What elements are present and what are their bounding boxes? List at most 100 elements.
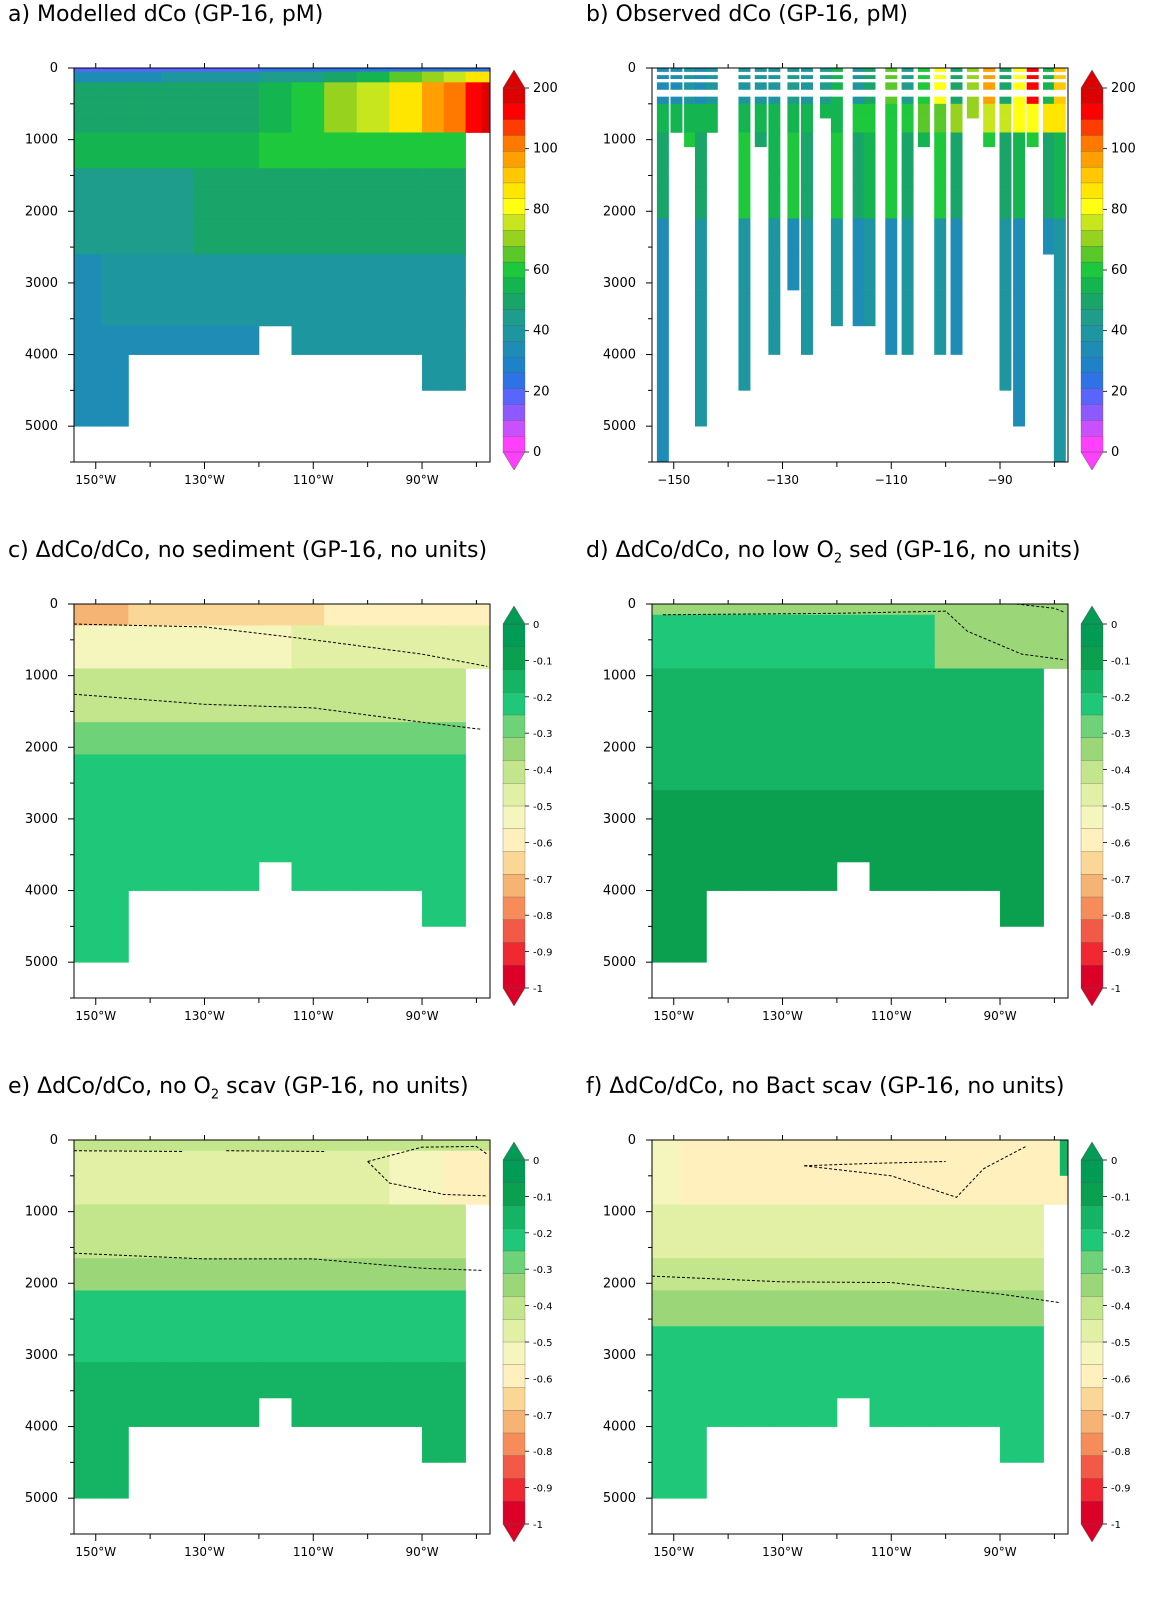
data-cell	[804, 625, 838, 634]
data-cell	[852, 290, 865, 327]
data-cell	[481, 1190, 491, 1205]
data-cell	[1021, 639, 1044, 655]
data-cell	[258, 1290, 292, 1327]
data-cell	[1013, 103, 1026, 119]
data-cell	[1013, 218, 1026, 255]
data-cell	[193, 168, 227, 187]
data-cell	[852, 186, 865, 219]
data-cell	[356, 254, 390, 291]
data-cell	[869, 1326, 903, 1363]
data-cell	[1021, 611, 1044, 616]
data-cell	[193, 861, 227, 891]
data-cell	[1021, 1168, 1044, 1177]
data-cell	[356, 611, 390, 616]
data-cell	[836, 632, 870, 641]
data-cell	[389, 611, 423, 616]
data-cell	[101, 1143, 129, 1148]
data-cell	[226, 682, 260, 705]
data-cell	[934, 754, 968, 791]
colorbar-segment	[1080, 1296, 1104, 1320]
data-cell	[389, 1190, 423, 1205]
data-cell	[1043, 607, 1061, 612]
data-cell	[128, 1362, 162, 1399]
data-cell	[917, 132, 930, 148]
data-cell	[679, 890, 707, 927]
data-cell	[422, 890, 445, 927]
colorbar-label: -0.2	[533, 693, 553, 704]
colorbar-segment	[502, 246, 526, 263]
data-cell	[161, 654, 195, 669]
data-cell	[706, 654, 740, 669]
data-cell	[226, 89, 260, 98]
data-cell	[869, 632, 903, 641]
data-cell	[226, 607, 260, 612]
data-cell	[324, 82, 358, 90]
data-cell	[128, 168, 162, 187]
data-cell	[258, 186, 292, 219]
x-tick-label: 110°W	[871, 1545, 912, 1559]
y-tick-label: 2000	[603, 740, 636, 755]
data-cell	[1021, 682, 1044, 705]
data-cell	[934, 1362, 968, 1399]
data-cell	[193, 607, 227, 612]
data-cell	[804, 1326, 838, 1363]
colorbar-label: 200	[1111, 81, 1136, 96]
data-cell	[917, 68, 930, 72]
data-cell	[1000, 1147, 1023, 1152]
data-cell	[1021, 1140, 1044, 1144]
data-cell	[771, 1143, 805, 1148]
data-cell	[787, 75, 800, 80]
data-cell	[291, 1143, 325, 1148]
data-cell	[771, 632, 805, 641]
data-cell	[356, 668, 390, 684]
data-cell	[694, 354, 707, 391]
data-cell	[706, 1190, 740, 1205]
data-cell	[291, 639, 325, 655]
data-cell	[324, 604, 358, 608]
data-cell	[74, 618, 102, 626]
data-cell	[422, 82, 445, 90]
colorbar-segment	[502, 669, 526, 693]
data-cell	[800, 75, 813, 80]
data-cell	[443, 632, 466, 641]
data-cell	[902, 1154, 936, 1162]
data-cell	[902, 1143, 936, 1148]
colorbar-segment	[1080, 1387, 1104, 1411]
title-text: a) Modelled dCo (GP-16, pM)	[8, 2, 324, 27]
data-cell	[443, 790, 466, 827]
data-cell	[800, 254, 813, 291]
data-cell	[324, 118, 358, 133]
colorbar-label: -0.4	[1111, 766, 1131, 777]
data-cell	[901, 132, 914, 148]
data-cell	[800, 168, 813, 187]
colorbar-label: 60	[533, 263, 550, 278]
data-cell	[852, 118, 865, 133]
data-cell	[804, 1154, 838, 1162]
data-cell	[652, 1240, 680, 1259]
colorbar-label: -0.2	[1111, 693, 1131, 704]
data-cell	[863, 82, 876, 90]
data-cell	[902, 1140, 936, 1144]
data-cell	[934, 1150, 968, 1155]
data-cell	[679, 614, 707, 619]
data-cell	[902, 625, 936, 634]
data-cell	[869, 654, 903, 669]
data-cell	[869, 1258, 903, 1291]
colorbar-segment	[1080, 404, 1104, 421]
data-cell	[1000, 1258, 1023, 1291]
data-cell	[1000, 1154, 1023, 1162]
colorbar-label: -1	[1111, 984, 1121, 995]
data-cell	[443, 654, 466, 669]
data-cell	[74, 625, 102, 634]
data-cell	[967, 1290, 1001, 1327]
data-cell	[465, 75, 483, 80]
colorbar-label: -0.9	[533, 1484, 553, 1495]
data-cell	[101, 1397, 129, 1427]
data-cell	[706, 632, 740, 641]
data-cell	[389, 1204, 423, 1220]
data-cell	[74, 1218, 102, 1241]
data-cell	[422, 218, 445, 255]
colorbar-segment	[502, 388, 526, 405]
data-cell	[128, 607, 162, 612]
data-cell	[324, 103, 358, 119]
